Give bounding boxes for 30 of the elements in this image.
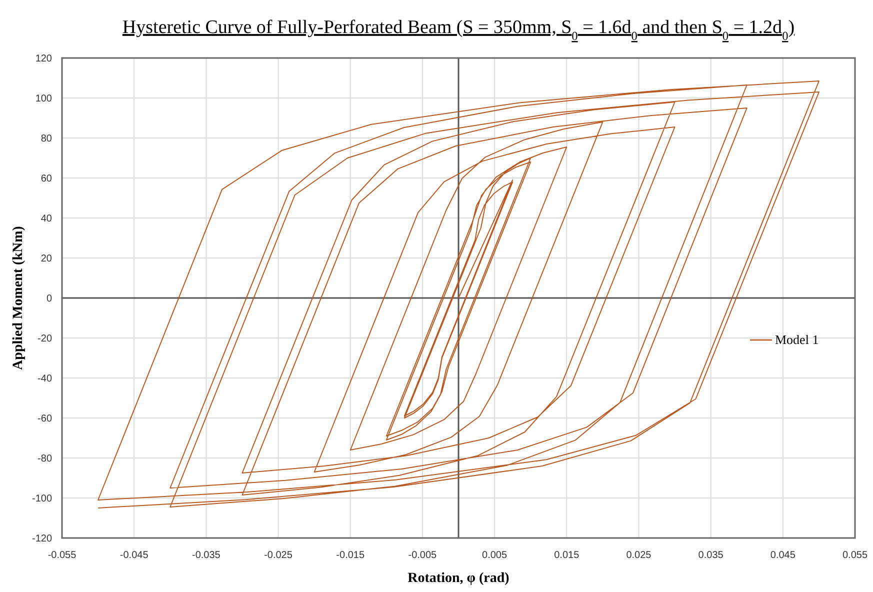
- y-tick-label: 0: [46, 294, 52, 304]
- y-tick-label: 80: [40, 134, 52, 144]
- x-tick-label: 0.035: [698, 550, 724, 561]
- y-axis-title: Applied Moment (kNm): [11, 226, 26, 370]
- chart-title: Hysteretic Curve of Fully-Perforated Beam (S = 350mm, S$_{0}$ = 1.6d$_{0}$ and then S$_{0}$ = 1.2d$_{0}$): [122, 17, 795, 43]
- y-tick-label: 20: [40, 254, 52, 264]
- y-tick-label: -100: [32, 494, 52, 504]
- y-tick-label: 100: [35, 94, 52, 104]
- x-tick-label: 0.025: [626, 550, 652, 561]
- line-series: [98, 80, 820, 508]
- y-tick-label: -40: [38, 374, 52, 384]
- x-tick-label: -0.045: [120, 550, 149, 561]
- x-tick-label: -0.015: [336, 550, 365, 561]
- x-tick-label: -0.025: [264, 550, 293, 561]
- x-axis-title: Rotation, φ (rad): [408, 571, 510, 586]
- x-tick-label: 0.045: [770, 550, 796, 561]
- x-tick-label: -0.005: [408, 550, 438, 561]
- y-tick-label: 40: [40, 214, 52, 224]
- x-tick-label: -0.035: [192, 550, 221, 561]
- x-tick-label: 0.055: [842, 550, 868, 561]
- y-tick-label: -20: [38, 334, 52, 344]
- y-tick-label: 60: [40, 174, 52, 184]
- x-tick-label: 0.005: [482, 550, 508, 561]
- y-tick-label: -120: [32, 534, 52, 544]
- legend-label: Model 1: [775, 332, 819, 347]
- x-tick-label: -0.055: [48, 550, 77, 561]
- y-tick-label: -80: [38, 454, 52, 464]
- y-tick-label: 120: [35, 54, 52, 64]
- y-tick-label: -60: [38, 414, 52, 424]
- x-tick-label: 0.015: [554, 550, 580, 561]
